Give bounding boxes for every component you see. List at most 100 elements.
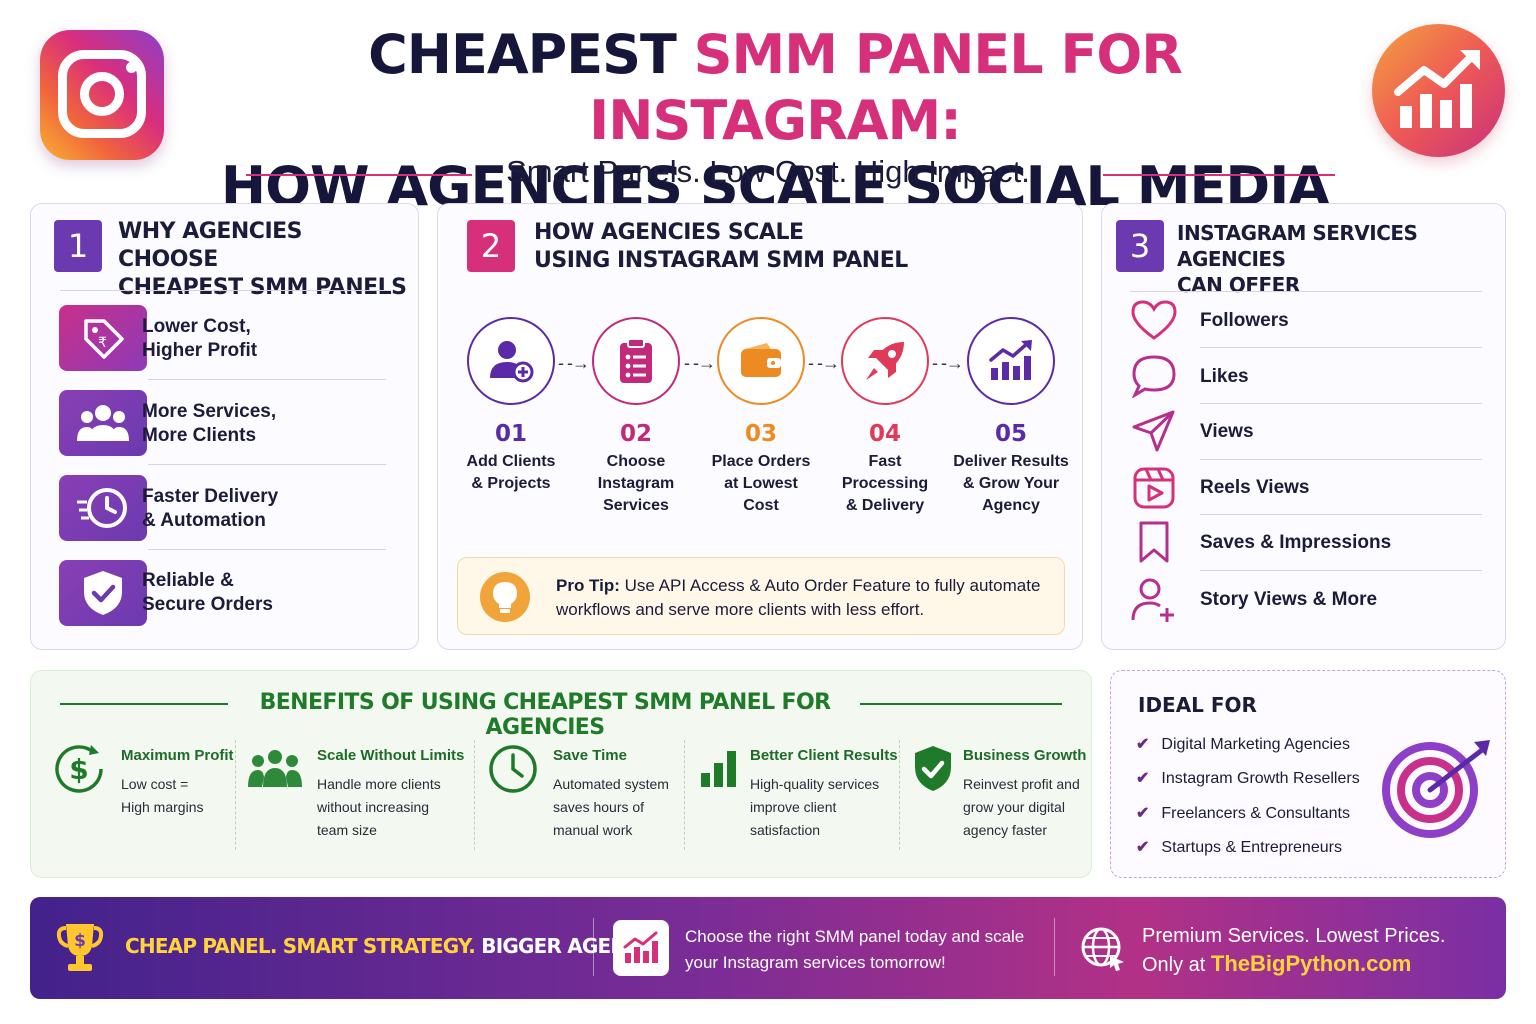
benefits-divider-right	[860, 703, 1062, 705]
price-tag-icon: ₹	[59, 305, 147, 371]
divider	[1054, 918, 1055, 976]
check-icon: ✔	[1136, 770, 1150, 787]
divider	[1130, 291, 1482, 292]
step-number: 03	[744, 421, 777, 447]
divider	[684, 740, 685, 850]
subtitle-divider-left	[246, 174, 472, 176]
divider	[235, 740, 236, 850]
benefit-text: Handle more clients without increasing tea…	[317, 776, 441, 838]
dollar-cycle-icon: $	[50, 740, 108, 798]
divider	[1200, 403, 1482, 404]
service-label: Story Views & More	[1200, 589, 1378, 610]
ideal-for-title: IDEAL FOR	[1138, 693, 1257, 717]
divider	[148, 549, 386, 550]
group-icon	[59, 390, 147, 456]
divider	[1200, 570, 1482, 571]
svg-text:$: $	[74, 931, 86, 951]
reels-icon	[1130, 464, 1178, 512]
section-number-badge: 3	[1116, 220, 1164, 272]
shield-check-icon	[59, 560, 147, 626]
arrow-icon: - -→	[558, 353, 590, 373]
service-label: Reels Views	[1200, 477, 1310, 498]
step-label: Deliver Results & Grow Your Agency	[953, 453, 1069, 514]
footer-call-to-action: Choose the right SMM panel today and sca…	[685, 927, 1025, 972]
divider	[593, 918, 594, 976]
step-number: 05	[994, 421, 1027, 447]
benefit-text: Low cost = High margins	[121, 776, 204, 815]
page-subtitle: Smart Panels. Low Cost. High Impact.	[506, 154, 1030, 189]
send-icon	[1130, 407, 1178, 455]
benefit-title: Maximum Profit	[121, 747, 234, 764]
why-item-label: Faster Delivery & Automation	[142, 486, 279, 531]
service-label: Followers	[1200, 310, 1289, 331]
bookmark-icon	[1130, 518, 1178, 566]
service-label: Likes	[1200, 366, 1249, 387]
section-number-badge: 1	[54, 220, 102, 272]
step-choose-services: 02 Choose Instagram Services	[571, 317, 701, 517]
wallet-icon	[717, 317, 805, 405]
lightbulb-icon	[480, 572, 530, 622]
ideal-for-panel	[1110, 670, 1506, 878]
step-label: Add Clients & Projects	[466, 453, 556, 492]
benefit-text: Reinvest profit and grow your digital agen…	[963, 776, 1080, 838]
footer-website-info: Premium Services. Lowest Prices. Only at…	[1142, 925, 1446, 976]
svg-text:₹: ₹	[98, 335, 107, 351]
step-deliver-results: 05 Deliver Results & Grow Your Agency	[944, 317, 1078, 517]
target-arrow-icon	[1382, 738, 1494, 843]
check-icon: ✔	[1136, 839, 1150, 856]
globe-icon	[1080, 926, 1126, 977]
benefit-title: Save Time	[553, 747, 627, 764]
subtitle-divider-right	[1103, 174, 1335, 176]
service-label: Saves & Impressions	[1200, 532, 1392, 553]
benefit-title: Scale Without Limits	[317, 747, 465, 764]
growth-chart-icon	[1372, 24, 1505, 157]
why-item-label: More Services, More Clients	[142, 401, 277, 446]
section-title: INSTAGRAM SERVICES AGENCIES CAN OFFER	[1177, 221, 1418, 297]
benefit-title: Business Growth	[963, 747, 1087, 764]
website-link[interactable]: TheBigPython.com	[1210, 951, 1412, 976]
step-label: Choose Instagram Services	[597, 453, 675, 514]
step-label: Fast Processing & Delivery	[841, 453, 929, 514]
divider	[1200, 459, 1482, 460]
bar-chart-icon	[967, 317, 1055, 405]
divider	[148, 379, 386, 380]
step-add-clients: 01 Add Clients & Projects	[446, 317, 576, 495]
pro-tip-box: Pro Tip: Use API Access & Auto Order Fea…	[457, 557, 1065, 635]
clipboard-icon	[592, 317, 680, 405]
trophy-icon: $	[56, 920, 104, 979]
team-icon	[246, 740, 304, 798]
ideal-for-item: ✔ Digital Marketing Agencies	[1136, 736, 1350, 753]
service-label: Views	[1200, 421, 1254, 442]
benefit-title: Better Client Results	[750, 747, 898, 764]
add-user-icon	[467, 317, 555, 405]
heart-icon	[1130, 296, 1178, 344]
arrow-icon: - -→	[808, 353, 840, 373]
step-place-orders: 03 Place Orders at Lowest Cost	[696, 317, 826, 517]
speech-bubble-icon	[1130, 352, 1178, 400]
why-item-label: Reliable & Secure Orders	[142, 570, 273, 615]
arrow-icon: - -→	[684, 353, 716, 373]
svg-text:$: $	[69, 753, 88, 786]
benefit-text: High-quality services improve client satis…	[750, 776, 880, 838]
benefits-divider-left	[60, 703, 228, 705]
divider	[899, 740, 900, 850]
bar-growth-icon	[690, 740, 748, 798]
ideal-for-item: ✔ Freelancers & Consultants	[1136, 805, 1350, 822]
shield-check-icon	[904, 740, 962, 798]
benefits-title: BENEFITS OF USING CHEAPEST SMM PANEL FOR…	[259, 690, 831, 740]
divider	[474, 740, 475, 850]
why-item-label: Lower Cost, Higher Profit	[142, 316, 258, 361]
add-user-outline-icon	[1130, 576, 1178, 624]
divider	[148, 464, 386, 465]
step-label: Place Orders at Lowest Cost	[711, 453, 811, 514]
ideal-for-item: ✔ Startups & Entrepreneurs	[1136, 839, 1342, 856]
divider	[1200, 514, 1482, 515]
divider	[1200, 347, 1482, 348]
ideal-for-item: ✔ Instagram Growth Resellers	[1136, 770, 1360, 787]
step-number: 01	[494, 421, 527, 447]
step-fast-processing: 04 Fast Processing & Delivery	[820, 317, 950, 517]
instagram-logo-icon	[40, 30, 164, 160]
check-icon: ✔	[1136, 805, 1150, 822]
clock-icon	[484, 740, 542, 798]
fast-clock-icon	[59, 475, 147, 541]
